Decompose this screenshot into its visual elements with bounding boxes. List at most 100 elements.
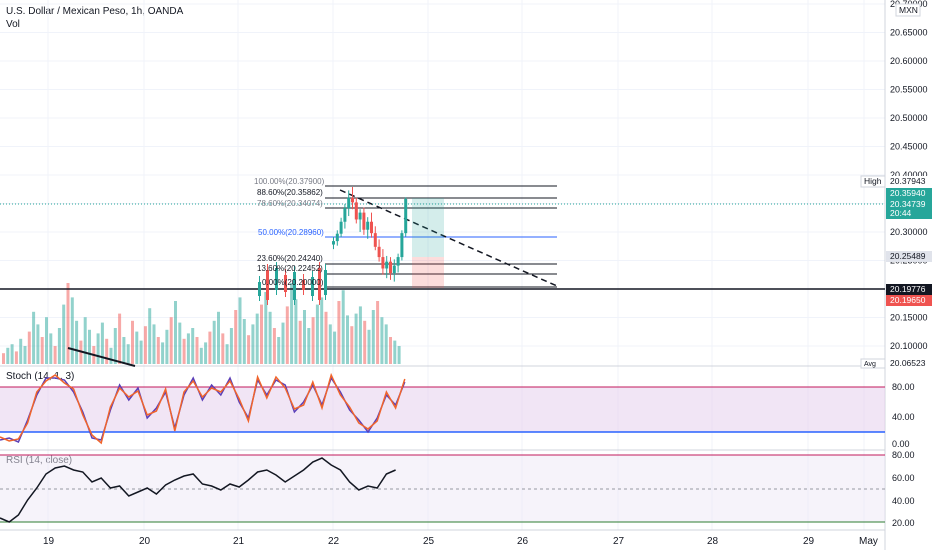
fib-label: 23.60%(20.24240) xyxy=(257,254,323,263)
time-tick: 27 xyxy=(613,536,625,547)
candle-body xyxy=(275,268,278,290)
long-position-target[interactable] xyxy=(412,198,444,257)
volume-bar xyxy=(135,331,139,364)
volume-bar xyxy=(346,315,349,364)
stoch-band xyxy=(0,387,885,432)
price-tick: 20.40000 xyxy=(890,170,928,180)
volume-bar xyxy=(27,331,31,364)
time-tick: 19 xyxy=(43,536,55,547)
currency-badge[interactable] xyxy=(895,3,921,17)
price-tick: 20.50000 xyxy=(890,113,928,123)
volume-bar xyxy=(118,313,122,364)
stoch-tick: 40.00 xyxy=(892,412,915,422)
candle-body xyxy=(373,233,377,247)
volume-bar xyxy=(255,313,259,364)
price-tick: 20.65000 xyxy=(890,28,928,38)
volume-bar xyxy=(186,333,190,364)
candle-body xyxy=(351,197,354,203)
volume-bar xyxy=(199,347,203,364)
volume-bar xyxy=(217,311,220,364)
candle-body xyxy=(339,221,343,234)
candle-body xyxy=(311,277,314,296)
time-tick: 21 xyxy=(233,536,245,547)
volume-bar xyxy=(113,328,117,364)
volume-bar xyxy=(6,347,10,364)
volume-bar xyxy=(40,337,44,364)
support-tag xyxy=(886,284,932,295)
volume-bar xyxy=(131,320,134,364)
fib-label: 78.60%(20.34074) xyxy=(257,199,323,208)
price-tick: 20.30000 xyxy=(890,227,928,237)
volume-bar xyxy=(238,297,242,364)
volume-bar xyxy=(281,322,285,364)
high-price-tag xyxy=(886,176,932,187)
countdown-value: 20:44 xyxy=(890,208,912,218)
volume-bar xyxy=(354,313,358,364)
volume-bar xyxy=(264,292,268,364)
volume-bar xyxy=(307,328,311,364)
volume-bar xyxy=(371,310,375,364)
volume-bar xyxy=(324,311,328,364)
rsi-tick: 40.00 xyxy=(892,496,915,506)
volume-bar xyxy=(285,306,289,364)
volume-bar xyxy=(23,346,27,364)
rsi-tick: 20.00 xyxy=(892,518,915,528)
candle-body xyxy=(381,257,385,269)
time-tick: 25 xyxy=(423,536,435,547)
volume-bar xyxy=(315,304,319,364)
volume-bar xyxy=(57,328,61,364)
volume-bar xyxy=(143,326,147,364)
candle-body xyxy=(396,257,400,266)
volume-bar xyxy=(350,326,354,364)
volume-bar xyxy=(36,324,40,364)
volume-bar xyxy=(212,320,216,364)
last-price-value-2: 20.34739 xyxy=(890,199,926,209)
candle-body xyxy=(385,261,389,269)
avg-value: 20.06523 xyxy=(890,358,926,368)
volume-bar xyxy=(49,333,53,364)
fib-label: 50.00%(20.28960) xyxy=(258,228,324,237)
volume-label: Vol xyxy=(6,19,20,30)
volume-bar xyxy=(100,322,104,364)
countdown-tag xyxy=(886,199,932,219)
volume-bar xyxy=(32,311,36,364)
price-tick: 20.45000 xyxy=(890,142,928,152)
volume-bar xyxy=(195,337,199,364)
volume-bar xyxy=(247,335,251,364)
volume-bar xyxy=(337,301,341,364)
avg-badge xyxy=(860,358,886,369)
candle-body xyxy=(358,212,362,220)
volume-bar xyxy=(19,338,23,364)
high-badge xyxy=(860,175,886,188)
candle-body xyxy=(266,270,269,300)
volume-bar xyxy=(126,344,130,364)
stop-value: 20.19650 xyxy=(890,295,926,305)
fib-label: 88.60%(20.35862) xyxy=(257,188,323,197)
volume-bar xyxy=(191,328,195,364)
volume-bar xyxy=(234,310,238,364)
volume-bar xyxy=(384,324,388,364)
time-tick: May xyxy=(859,536,878,547)
long-position-stop[interactable] xyxy=(412,257,444,288)
volume-bar xyxy=(341,290,345,364)
stoch-d-line xyxy=(0,372,406,445)
volume-bar xyxy=(242,319,246,364)
stoch-tick: 80.00 xyxy=(892,382,915,392)
volume-bar xyxy=(139,340,143,364)
time-tick: 20 xyxy=(139,536,151,547)
volume-bar xyxy=(148,308,152,364)
price-tick: 20.55000 xyxy=(890,85,928,95)
fib-label: 0.00%(20.20000) xyxy=(262,278,324,287)
fib-label: 100.00%(20.37900) xyxy=(254,177,325,186)
volume-bar xyxy=(251,324,255,364)
volume-bar xyxy=(109,347,113,364)
fib-label: 13.60%(20.22452) xyxy=(257,264,323,273)
volume-bar xyxy=(358,306,362,364)
rsi-line xyxy=(0,457,396,523)
rsi-tick: 60.00 xyxy=(892,473,915,483)
high-value: 20.37943 xyxy=(890,176,926,186)
candle-body xyxy=(302,280,305,290)
volume-bar xyxy=(45,317,48,364)
